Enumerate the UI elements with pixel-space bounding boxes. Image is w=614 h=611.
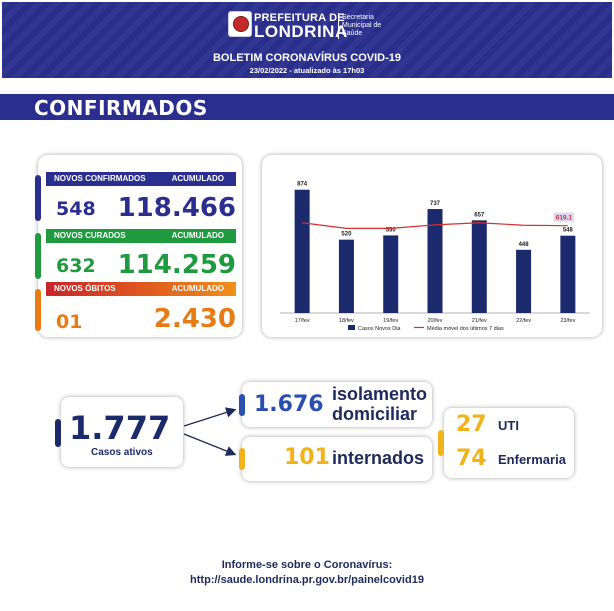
deaths-acc-label: ACUMULADO [171,284,224,293]
recovered-new-value: 632 [56,255,96,277]
x-tick-label: 19/fev [383,318,398,324]
icu-label: UTI [498,418,519,433]
icu-ward-accent [438,430,444,456]
home-isolation-label-line1: isolamento [332,384,428,404]
deaths-accent [35,289,41,331]
moving-average-last-label: 619.1 [556,215,573,222]
isolation-accent [239,394,245,416]
icu-ward-panel: 27 UTI 74 Enfermaria [438,408,574,478]
hospitalized-panel: 101 internados [239,437,432,481]
x-tick-label: 22/fev [516,318,531,324]
bar-value-label: 448 [519,242,530,248]
moving-average-line [302,222,568,229]
footer-url-link[interactable]: http://saude.londrina.pr.gov.br/painelco… [190,574,424,586]
recovered-label: NOVOS CURADOS [54,231,126,240]
recovered-total-value: 114.259 [117,250,236,280]
arrow-to-hospitalized [183,433,237,456]
section-title: CONFIRMADOS [34,96,208,120]
recovered-acc-label: ACUMULADO [171,231,224,240]
legend-bar-swatch [348,325,355,330]
confirmed-total-value: 118.466 [117,193,236,223]
bar-value-label: 657 [474,212,485,218]
active-cases-panel: 1.777 Casos ativos [55,397,183,467]
stats-card: NOVOS CONFIRMADOS ACUMULADO 548 118.466 … [35,155,242,337]
confirmed-label: NOVOS CONFIRMADOS [54,174,146,183]
logo-divider [338,13,339,39]
recovered-accent [35,233,41,279]
home-isolation-value: 1.676 [254,392,324,417]
active-cases-value: 1.777 [69,409,171,447]
bar-17/fev [294,189,310,313]
bar-20/fev [427,209,443,313]
daily-cases-chart: 874 17/fev 520 18/fev 550 19/fev 737 20/fev 657 2… [280,182,590,332]
deaths-total-value: 2.430 [153,304,236,334]
bar-value-label: 737 [430,201,441,207]
icu-value: 27 [456,412,487,437]
recovered-label-bar: NOVOS CURADOS ACUMULADO [46,229,236,243]
bulletin-title: BOLETIM CORONAVÍRUS COVID-19 [212,52,402,64]
confirmed-accent [35,175,41,221]
bar-18/fev [338,239,354,313]
city-seal-logo [228,11,252,37]
hospitalized-label: internados [332,448,425,468]
chart-card: 874 17/fev 520 18/fev 550 19/fev 737 20/fev 657 2… [262,155,602,337]
deaths-new-value: 01 [56,311,83,333]
x-tick-label: 20/fev [428,318,443,324]
bulletin-date: 23/02/2022 - atualizado às 17h03 [249,66,365,75]
confirmed-acc-label: ACUMULADO [171,174,224,183]
legend-bar-label: Casos Novos Dia [358,326,401,332]
x-tick-label: 17/fev [295,318,310,324]
hospitalized-value: 101 [284,445,330,470]
active-cases-label: Casos ativos [91,447,153,458]
deaths-label-bar: NOVOS ÓBITOS ACUMULADO [46,282,236,296]
bar-22/fev [516,249,532,313]
home-isolation-label-line2: domiciliar [332,404,418,424]
bar-23/fev [560,235,576,313]
ward-value: 74 [456,446,487,471]
logo-text-line1: PREFEITURA DE [254,12,345,24]
deaths-label: NOVOS ÓBITOS [54,284,116,293]
x-tick-label: 21/fev [472,318,487,324]
bar-value-label: 874 [297,182,308,188]
ward-label: Enfermaria [498,452,566,467]
moving-average-label-box [553,212,574,222]
x-tick-label: 23/fev [560,318,575,324]
confirmed-label-bar: NOVOS CONFIRMADOS ACUMULADO [46,172,236,186]
bar-value-label: 550 [386,227,397,233]
hospitalized-accent [239,448,245,470]
legend-line-label: Média móvel dos últimos 7 dias [427,326,504,332]
footer-info: Informe-se sobre o Coronavírus: [221,559,393,571]
branch-arrows [183,407,237,456]
x-tick-label: 18/fev [339,318,354,324]
bar-value-label: 520 [341,232,352,238]
section-bar [0,94,614,120]
home-isolation-panel: 1.676 isolamento domiciliar [239,382,432,427]
arrow-to-isolation [183,407,237,427]
active-accent [55,419,61,447]
header-banner [2,2,612,78]
logo-subtitle: Secretaria Municipal de Saúde [342,14,382,37]
bar-21/fev [471,220,487,313]
confirmed-new-value: 548 [56,198,96,220]
bar-value-label: 548 [563,228,574,234]
bar-19/fev [383,235,399,313]
logo-text-line2: LONDRINA [254,22,348,41]
